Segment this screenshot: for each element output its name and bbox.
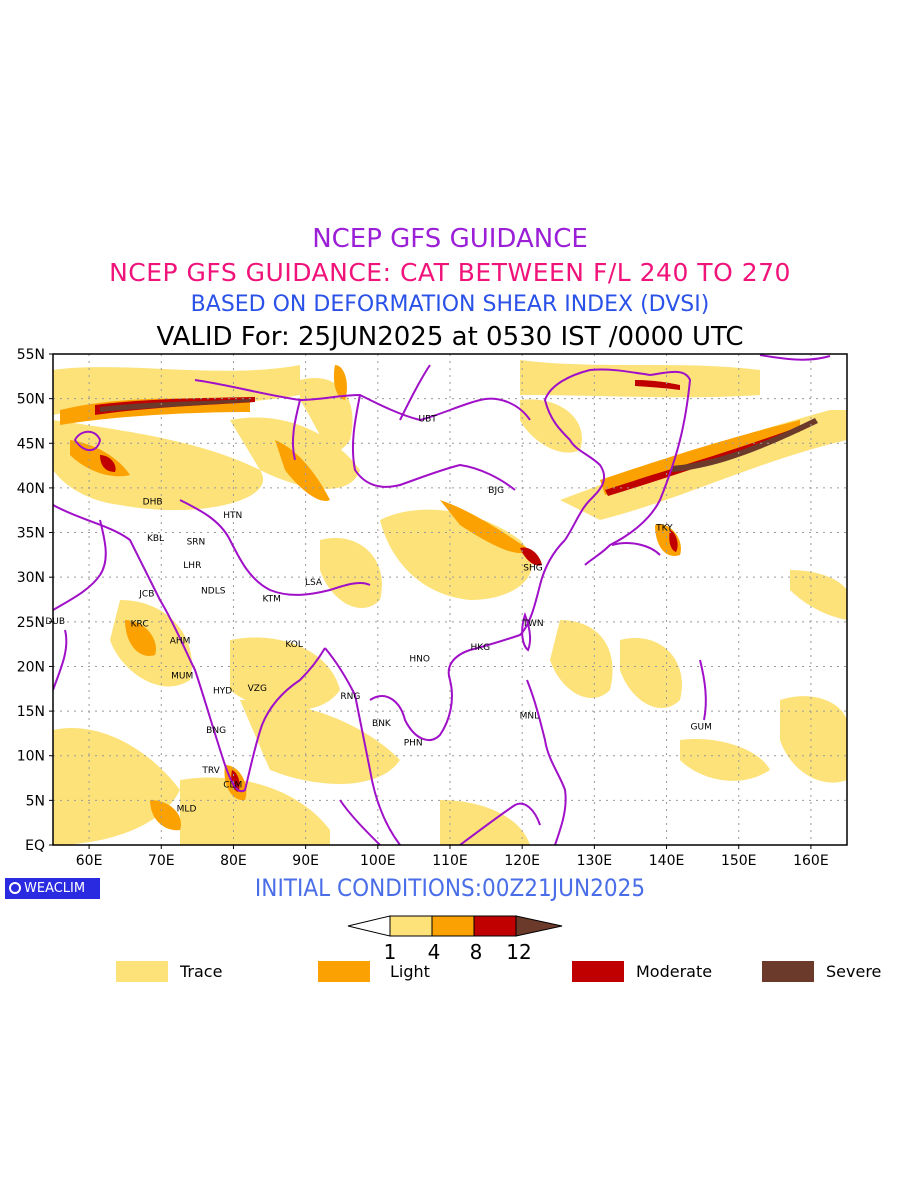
station-hkg: HKG [470,643,490,653]
legend-label-light: Light [390,962,430,981]
station-ndls: NDLS [201,587,226,597]
station-lhr: LHR [183,561,201,571]
station-mum: MUM [171,671,193,681]
weaclim-label: WEACLIM [24,881,86,896]
station-kbl: KBL [147,534,164,544]
lon-label: 60E [76,853,103,869]
station-htn: HTN [223,511,242,521]
lat-label: 25N [17,615,45,631]
lon-label: 70E [148,853,175,869]
colorbar-low-arrow [347,915,391,937]
station-lsa: LSA [305,578,323,588]
longitude-labels: 60E 70E 80E 90E 100E 110E 120E 130E 140E 150E 160E [76,845,829,869]
station-bnk: BNK [372,719,392,729]
station-dhb: DHB [143,497,163,507]
lon-label: 130E [577,853,613,869]
station-srn: SRN [187,538,206,548]
lat-label: 55N [17,347,45,363]
lat-label: EQ [25,838,45,854]
colorbar-segment-light [431,915,475,937]
legend-swatch-severe [762,961,814,982]
valid-time-title: VALID For: 25JUN2025 at 0530 IST /0000 U… [156,322,744,352]
station-jcb: JCB [138,589,154,599]
legend-label-moderate: Moderate [636,962,713,981]
lat-label: 45N [17,436,45,452]
station-vzg: VZG [248,684,267,694]
colorbar-segment-trace [389,915,433,937]
station-phn: PHN [404,738,423,748]
title-line-1: NCEP GFS GUIDANCE [312,224,588,254]
legend-swatch-moderate [572,961,624,982]
lon-label: 110E [432,853,468,869]
lat-label: 5N [26,793,45,809]
lon-label: 160E [793,853,829,869]
colorbar [347,915,563,937]
station-labels: UBT BJG DHB HTN KBL SRN TKY LHR SHG LSA JCB NDLS KTM… [45,414,712,814]
legend-label-trace: Trace [180,962,223,981]
station-tky: TKY [655,523,673,533]
station-mld: MLD [177,805,197,815]
latitude-labels: 55N 50N 45N 40N 35N 30N 25N 20N 15N 10N 5N EQ [17,347,53,854]
station-dub: DUB [45,617,65,627]
gridlines [53,354,847,845]
station-ktm: KTM [262,595,280,605]
lat-label: 20N [17,659,45,675]
station-hno: HNO [409,655,430,665]
station-krc: KRC [131,620,149,630]
lon-label: 90E [292,853,319,869]
station-bjg: BJG [488,486,504,496]
lat-label: 10N [17,749,45,765]
legend-label-severe: Severe [826,962,882,981]
station-ahm: AHM [170,637,191,647]
lon-label: 80E [220,853,247,869]
station-ubt: UBT [418,414,437,424]
station-hyd: HYD [213,687,232,697]
lon-label: 120E [504,853,540,869]
legend-swatch-light [318,961,370,982]
turbulence-field [53,360,847,845]
lon-label: 150E [721,853,757,869]
lat-label: 30N [17,570,45,586]
colorbar-tick-1: 1 [383,940,397,964]
station-kol: KOL [285,640,303,650]
station-clm: CLM [223,780,242,790]
initial-conditions-label: INITIAL CONDITIONS:00Z21JUN2025 [254,874,646,902]
colorbar-high-arrow [515,915,563,937]
title-line-2: NCEP GFS GUIDANCE: CAT BETWEEN F/L 240 T… [109,258,791,287]
lat-label: 40N [17,481,45,497]
colorbar-tick-12: 12 [506,940,532,964]
station-trv: TRV [201,766,220,776]
station-rng: RNG [340,692,360,702]
colorbar-tick-4: 4 [427,940,441,964]
coastlines [53,354,831,845]
colorbar-tick-8: 8 [469,940,483,964]
title-line-3: BASED ON DEFORMATION SHEAR INDEX (DVSI) [190,292,710,317]
station-shg: SHG [523,563,542,573]
station-bng: BNG [206,726,226,736]
lon-label: 100E [360,853,396,869]
weaclim-logo-icon [9,882,21,894]
lat-label: 15N [17,704,45,720]
station-twn: TWN [521,619,543,629]
lat-label: 35N [17,526,45,542]
legend-swatch-trace [116,961,168,982]
station-mnl: MNL [520,712,540,722]
lat-label: 50N [17,392,45,408]
lon-label: 140E [649,853,685,869]
weaclim-badge: WEACLIM [5,878,100,899]
colorbar-segment-moderate [473,915,517,937]
station-gum: GUM [691,722,712,732]
